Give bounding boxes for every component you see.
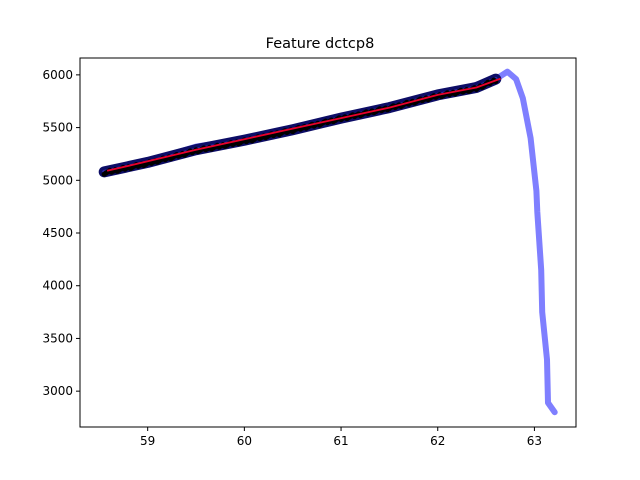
y-tick-label: 5000: [42, 173, 73, 187]
y-tick-label: 3000: [42, 384, 73, 398]
plot-frame: [79, 57, 577, 428]
series-fit-line-red: [106, 77, 501, 172]
x-tick-label: 60: [237, 434, 252, 448]
series-layer: [98, 68, 558, 416]
x-tick-label: 61: [333, 434, 348, 448]
chart-title: Feature dctcp8: [266, 36, 375, 52]
y-tick-label: 4500: [42, 226, 73, 240]
y-tick-label: 4000: [42, 279, 73, 293]
x-tick-label: 62: [430, 434, 445, 448]
x-tick-label: 59: [140, 434, 155, 448]
x-tick-label: 63: [527, 434, 542, 448]
y-tick-label: 5500: [42, 121, 73, 135]
axis-layer: 59 60 61 62 63 3000 3500 4000 4500 5000 5500 6000: [42, 68, 542, 448]
y-tick-label: 3500: [42, 331, 73, 345]
y-tick-label: 6000: [42, 68, 73, 82]
